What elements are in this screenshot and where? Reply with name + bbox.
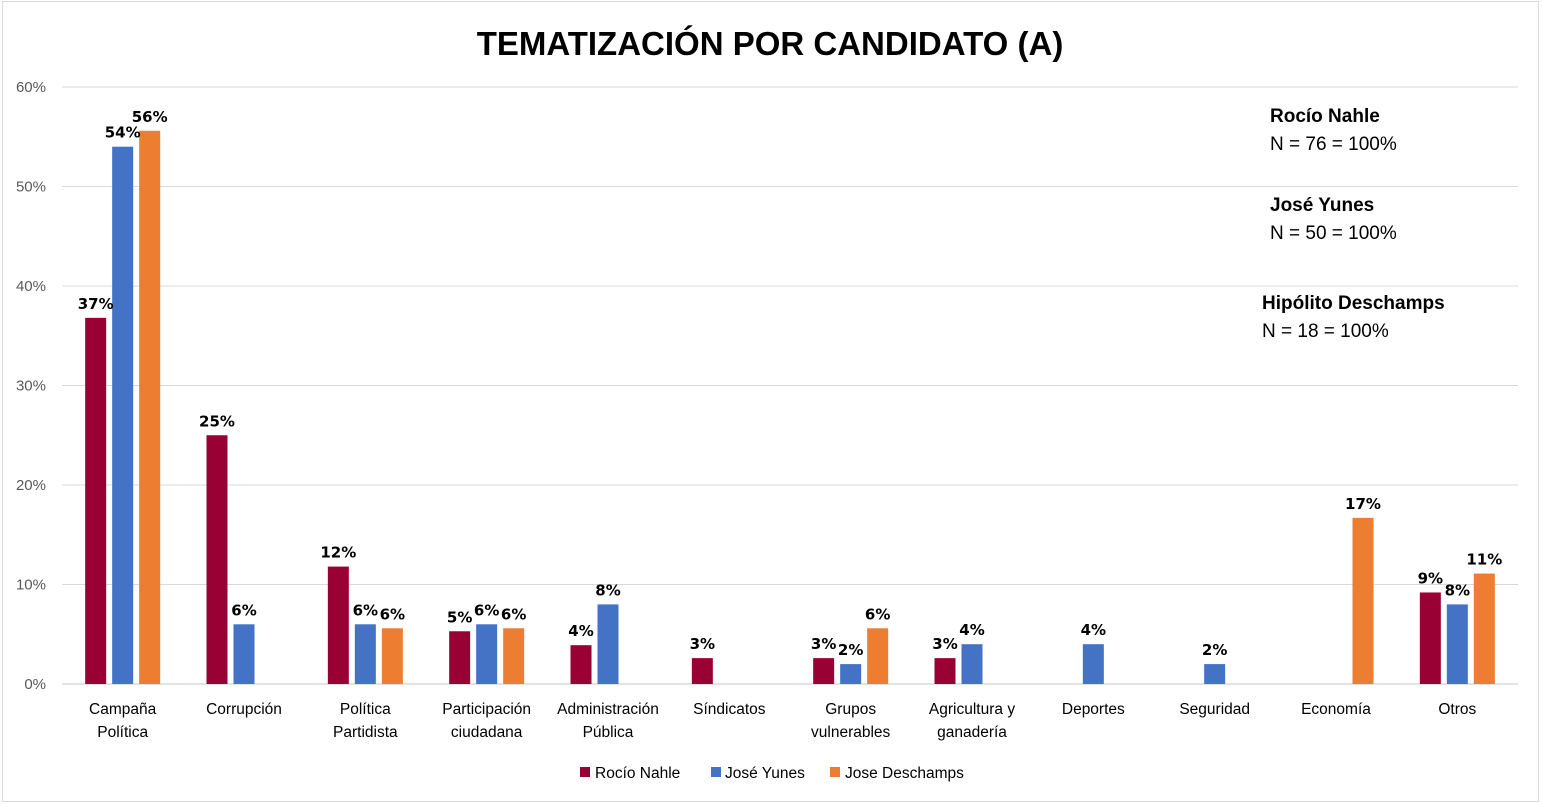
- x-category-label: Deportes: [1062, 701, 1125, 718]
- annotation-n-deschamps: N = 18 = 100%: [1262, 321, 1389, 342]
- x-category-label: ganadería: [937, 724, 1007, 741]
- x-category-label: Partidista: [333, 724, 398, 741]
- bar: [85, 317, 107, 684]
- data-label: 6%: [380, 605, 405, 623]
- x-category-label: Campaña: [89, 701, 157, 718]
- bar: [1204, 664, 1226, 684]
- gridlines: [62, 86, 1518, 685]
- bar: [691, 658, 713, 684]
- data-label: 6%: [353, 601, 378, 619]
- bar: [840, 664, 862, 684]
- bar: [233, 624, 255, 684]
- bar: [354, 624, 376, 684]
- data-label: 6%: [231, 601, 256, 619]
- y-tick-label: 20%: [16, 477, 46, 494]
- x-category-label: Participación: [442, 701, 531, 718]
- data-labels: 37%54%56%25%6%12%6% 6% 5% 6% 6%4%8%3% 3% 2%6%3…: [78, 108, 1503, 659]
- bar: [112, 146, 134, 684]
- annotation-name-deschamps: Hipólito Deschamps: [1262, 293, 1445, 314]
- x-category-label: Pública: [583, 724, 634, 741]
- legend-swatch-jose-deschamps: [830, 767, 840, 777]
- data-label: 4%: [568, 622, 593, 640]
- bar: [867, 628, 889, 684]
- bar: [961, 644, 983, 684]
- data-label: 11%: [1466, 551, 1502, 569]
- data-label: 8%: [1445, 581, 1470, 599]
- x-category-label: Economía: [1301, 701, 1371, 718]
- bar: [1419, 592, 1441, 684]
- data-label: 54%: [105, 124, 141, 142]
- x-category-label: Política: [97, 724, 148, 741]
- legend-swatch-rocio-nahle: [580, 767, 590, 777]
- data-label: 4%: [1081, 621, 1106, 639]
- data-label: 8%: [595, 581, 620, 599]
- y-tick-label: 10%: [16, 577, 46, 594]
- x-axis-labels: Campaña Política Corrupción Política Partidi…: [89, 701, 1476, 741]
- y-tick-label: 50%: [16, 179, 46, 196]
- bar: [206, 435, 228, 684]
- data-label: 6%: [474, 601, 499, 619]
- data-label: 2%: [838, 641, 863, 659]
- bar: [1082, 644, 1104, 684]
- legend: Rocío Nahle José Yunes Jose Deschamps: [580, 765, 964, 782]
- annotation-n-rocio: N = 76 = 100%: [1270, 134, 1397, 155]
- sample-size-annotations: Rocío Nahle N = 76 = 100% José Yunes N =…: [1262, 106, 1445, 342]
- bar: [934, 658, 956, 684]
- y-tick-label: 30%: [16, 378, 46, 395]
- bars: [85, 130, 1495, 684]
- data-label: 3%: [932, 635, 957, 653]
- x-category-label: Política: [340, 701, 391, 718]
- annotation-name-rocio: Rocío Nahle: [1270, 106, 1380, 127]
- bar: [813, 658, 835, 684]
- bar: [476, 624, 498, 684]
- legend-label-jose-yunes: José Yunes: [725, 765, 805, 782]
- data-label: 9%: [1418, 569, 1443, 587]
- x-category-label: Otros: [1438, 701, 1476, 718]
- data-label: 6%: [865, 605, 890, 623]
- y-tick-label: 40%: [16, 278, 46, 295]
- data-label: 12%: [320, 544, 356, 562]
- bar: [570, 645, 592, 684]
- data-label: 4%: [959, 621, 984, 639]
- annotation-n-yunes: N = 50 = 100%: [1270, 223, 1397, 244]
- bar: [1473, 573, 1495, 684]
- x-category-label: Grupos: [825, 701, 876, 718]
- legend-label-jose-deschamps: Jose Deschamps: [845, 765, 964, 782]
- bar: [503, 628, 525, 684]
- data-label: 5%: [447, 608, 472, 626]
- data-label: 37%: [78, 295, 114, 313]
- y-tick-label: 0%: [24, 676, 46, 693]
- bar: [449, 631, 471, 684]
- data-label: 17%: [1345, 495, 1381, 513]
- bar: [327, 566, 349, 684]
- x-category-label: vulnerables: [811, 724, 891, 741]
- x-category-label: Corrupción: [206, 701, 282, 718]
- legend-label-rocio-nahle: Rocío Nahle: [595, 765, 680, 782]
- bar: [597, 604, 619, 684]
- x-category-label: Administración: [557, 701, 659, 718]
- chart-title: TEMATIZACIÓN POR CANDIDATO (A): [477, 25, 1064, 62]
- y-axis-ticks: 0% 10% 20% 30% 40% 50% 60%: [16, 79, 46, 693]
- y-tick-label: 60%: [16, 79, 46, 96]
- bar: [381, 628, 403, 684]
- x-category-label: Seguridad: [1179, 701, 1250, 718]
- data-label: 25%: [199, 412, 235, 430]
- data-label: 6%: [501, 605, 526, 623]
- x-category-label: Síndicatos: [693, 701, 766, 718]
- data-label: 2%: [1202, 641, 1227, 659]
- x-category-label: ciudadana: [451, 724, 523, 741]
- bar: [1446, 604, 1468, 684]
- bar: [139, 130, 161, 684]
- data-label: 3%: [811, 635, 836, 653]
- x-category-label: Agricultura y: [929, 701, 1015, 718]
- data-label: 3%: [690, 635, 715, 653]
- annotation-name-yunes: José Yunes: [1270, 195, 1374, 216]
- bar: [1352, 517, 1374, 684]
- legend-swatch-jose-yunes: [711, 767, 721, 777]
- data-label: 56%: [132, 108, 168, 126]
